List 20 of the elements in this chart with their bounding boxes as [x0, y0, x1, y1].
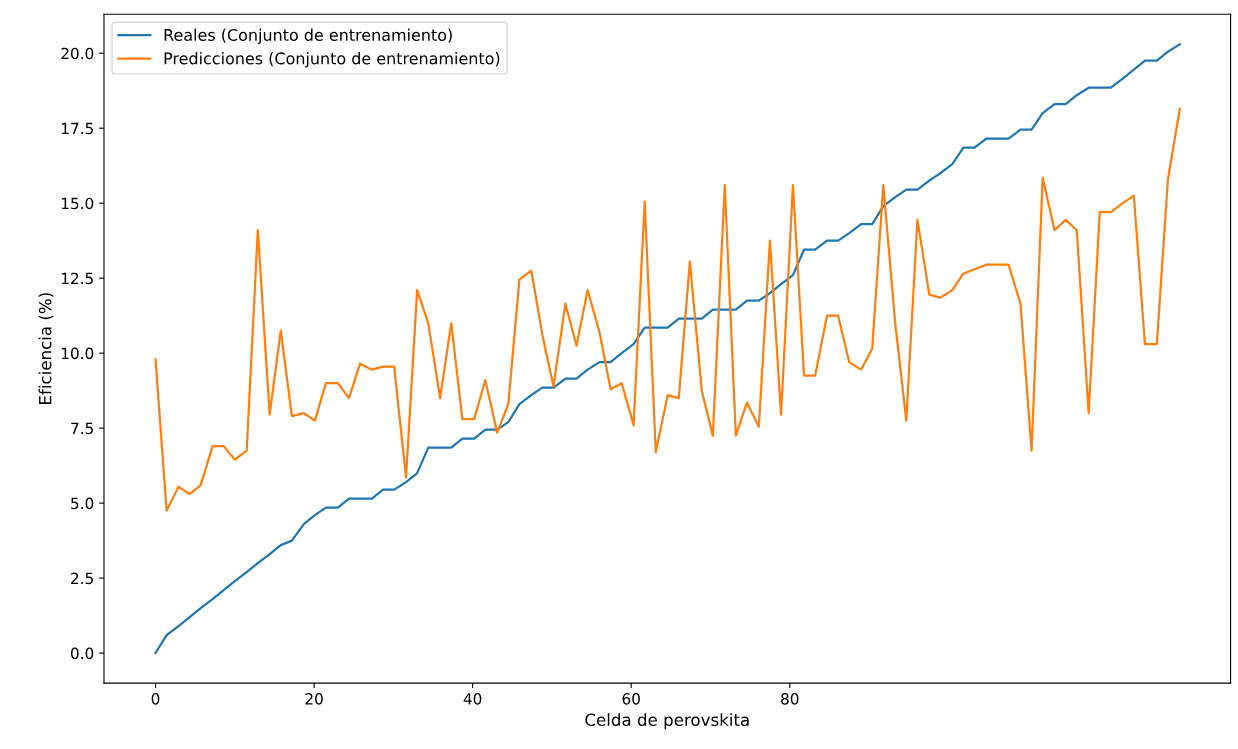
y-tick-label: 17.5 — [61, 122, 93, 135]
y-tick-label: 7.5 — [71, 422, 93, 435]
y-tick-label: 5.0 — [71, 497, 94, 510]
y-tick-label: 10.0 — [61, 347, 94, 360]
line-series — [154, 43, 1181, 655]
y-tick-label: 15.0 — [61, 197, 94, 210]
x-tick-label: 0 — [151, 693, 160, 705]
y-axis-title: Eficiencia (%) — [38, 293, 54, 404]
y-tick-label: 0.0 — [70, 647, 94, 660]
y-tick-label: 12.5 — [61, 272, 93, 285]
line-series — [154, 107, 1181, 512]
x-tick-label: 80 — [781, 693, 799, 705]
y-tick-label: 20.0 — [61, 47, 94, 60]
x-axis-title: Celda de perovskita — [585, 713, 749, 730]
x-tick-label: 60 — [622, 693, 640, 705]
x-tick-label: 40 — [463, 693, 482, 705]
legend-label: Reales (Conjunto de entrenamiento) — [164, 28, 452, 45]
legend-label: Predicciones (Conjunto de entrenamiento) — [164, 52, 500, 68]
y-tick-label: 2.5 — [71, 572, 93, 585]
x-tick-label: 20 — [305, 693, 323, 705]
